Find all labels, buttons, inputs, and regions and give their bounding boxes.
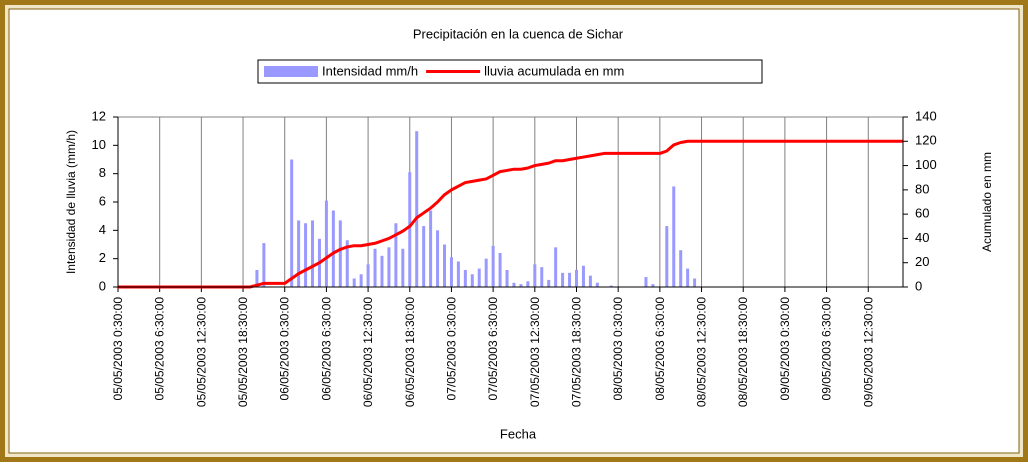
bar (373, 248, 377, 287)
bar (470, 274, 474, 287)
bar (331, 210, 335, 287)
y2-tick-label: 100 (915, 157, 937, 172)
legend-label: lluvia acumulada en mm (484, 63, 624, 78)
y2-tick-label: 140 (915, 108, 937, 123)
bar (401, 248, 405, 287)
bar (533, 264, 537, 287)
bar (679, 250, 683, 287)
legend (257, 59, 763, 84)
x-tick-label: 08/05/2003 12:30:00 (695, 297, 709, 407)
y2-tick-label: 60 (915, 206, 929, 221)
x-tick-label: 09/05/2003 0:30:00 (778, 297, 792, 401)
bar (686, 268, 690, 287)
bar (568, 272, 572, 287)
bar (429, 210, 433, 287)
bar (394, 223, 398, 287)
bar (304, 223, 308, 287)
bar (443, 244, 447, 287)
bar (456, 261, 460, 287)
y-tick-label: 12 (92, 108, 106, 123)
plot-area (117, 116, 904, 288)
bar (359, 274, 363, 287)
bar (380, 255, 384, 287)
bar (595, 282, 599, 287)
y-tick-label: 0 (99, 278, 106, 293)
bar (415, 131, 419, 287)
legend-swatch (264, 66, 318, 77)
bar (477, 268, 481, 287)
x-tick-label: 06/05/2003 6:30:00 (319, 297, 333, 401)
bar (297, 220, 301, 287)
bar (519, 284, 523, 287)
bar (255, 270, 259, 287)
bar (561, 272, 565, 287)
y-tick-label: 2 (99, 250, 106, 265)
bar (581, 265, 585, 287)
y-tick-label: 8 (99, 165, 106, 180)
y-tick-label: 6 (99, 193, 106, 208)
bar (311, 220, 315, 287)
bar (422, 226, 426, 287)
bar (324, 200, 328, 287)
x-tick-label: 05/05/2003 0:30:00 (111, 297, 125, 401)
bar (665, 226, 669, 287)
bar (554, 247, 558, 287)
bar (651, 284, 655, 287)
bar (574, 270, 578, 287)
bar (463, 270, 467, 287)
y2-axis-label: Acumulado en mm (980, 152, 994, 252)
x-tick-label: 07/05/2003 18:30:00 (569, 297, 583, 407)
x-tick-label: 09/05/2003 12:30:00 (861, 297, 875, 407)
bar (345, 240, 349, 287)
bar (449, 257, 453, 287)
y2-tick-label: 20 (915, 254, 929, 269)
bar (588, 275, 592, 287)
x-tick-label: 07/05/2003 0:30:00 (444, 297, 458, 401)
x-tick-label: 08/05/2003 0:30:00 (611, 297, 625, 401)
x-tick-label: 05/05/2003 18:30:00 (236, 297, 250, 407)
bar (609, 285, 613, 287)
x-axis-label: Fecha (500, 426, 537, 441)
x-tick-label: 05/05/2003 6:30:00 (153, 297, 167, 401)
bar (352, 278, 356, 287)
y2-tick-label: 40 (915, 230, 929, 245)
bar (408, 172, 412, 287)
bar (547, 279, 551, 287)
x-tick-label: 08/05/2003 18:30:00 (736, 297, 750, 407)
y2-tick-label: 0 (915, 278, 922, 293)
bar (512, 282, 516, 287)
bar (498, 253, 502, 287)
x-tick-label: 09/05/2003 6:30:00 (820, 297, 834, 401)
bar (262, 243, 266, 287)
bar (387, 247, 391, 287)
bar (693, 278, 697, 287)
chart-title: Precipitación en la cuenca de Sichar (413, 26, 624, 41)
y2-tick-label: 80 (915, 181, 929, 196)
bar (526, 281, 530, 287)
bar (366, 264, 370, 287)
x-tick-label: 06/05/2003 0:30:00 (278, 297, 292, 401)
bar (338, 220, 342, 287)
bar (672, 186, 676, 287)
bar (290, 159, 294, 287)
bar (484, 258, 488, 287)
y-tick-label: 4 (99, 222, 106, 237)
bar (540, 267, 544, 287)
x-tick-label: 06/05/2003 18:30:00 (403, 297, 417, 407)
x-tick-label: 05/05/2003 12:30:00 (194, 297, 208, 407)
x-tick-label: 06/05/2003 12:30:00 (361, 297, 375, 407)
y2-tick-label: 120 (915, 133, 937, 148)
x-tick-label: 07/05/2003 6:30:00 (486, 297, 500, 401)
legend-label: Intensidad mm/h (322, 63, 418, 78)
y-axis-label: Intensidad de lluvia (mm/h) (64, 130, 78, 274)
x-tick-label: 08/05/2003 6:30:00 (653, 297, 667, 401)
bar (505, 270, 509, 287)
bar (491, 245, 495, 287)
bar (436, 230, 440, 287)
y-tick-label: 10 (92, 137, 106, 152)
bar (644, 277, 648, 287)
x-tick-label: 07/05/2003 12:30:00 (528, 297, 542, 407)
